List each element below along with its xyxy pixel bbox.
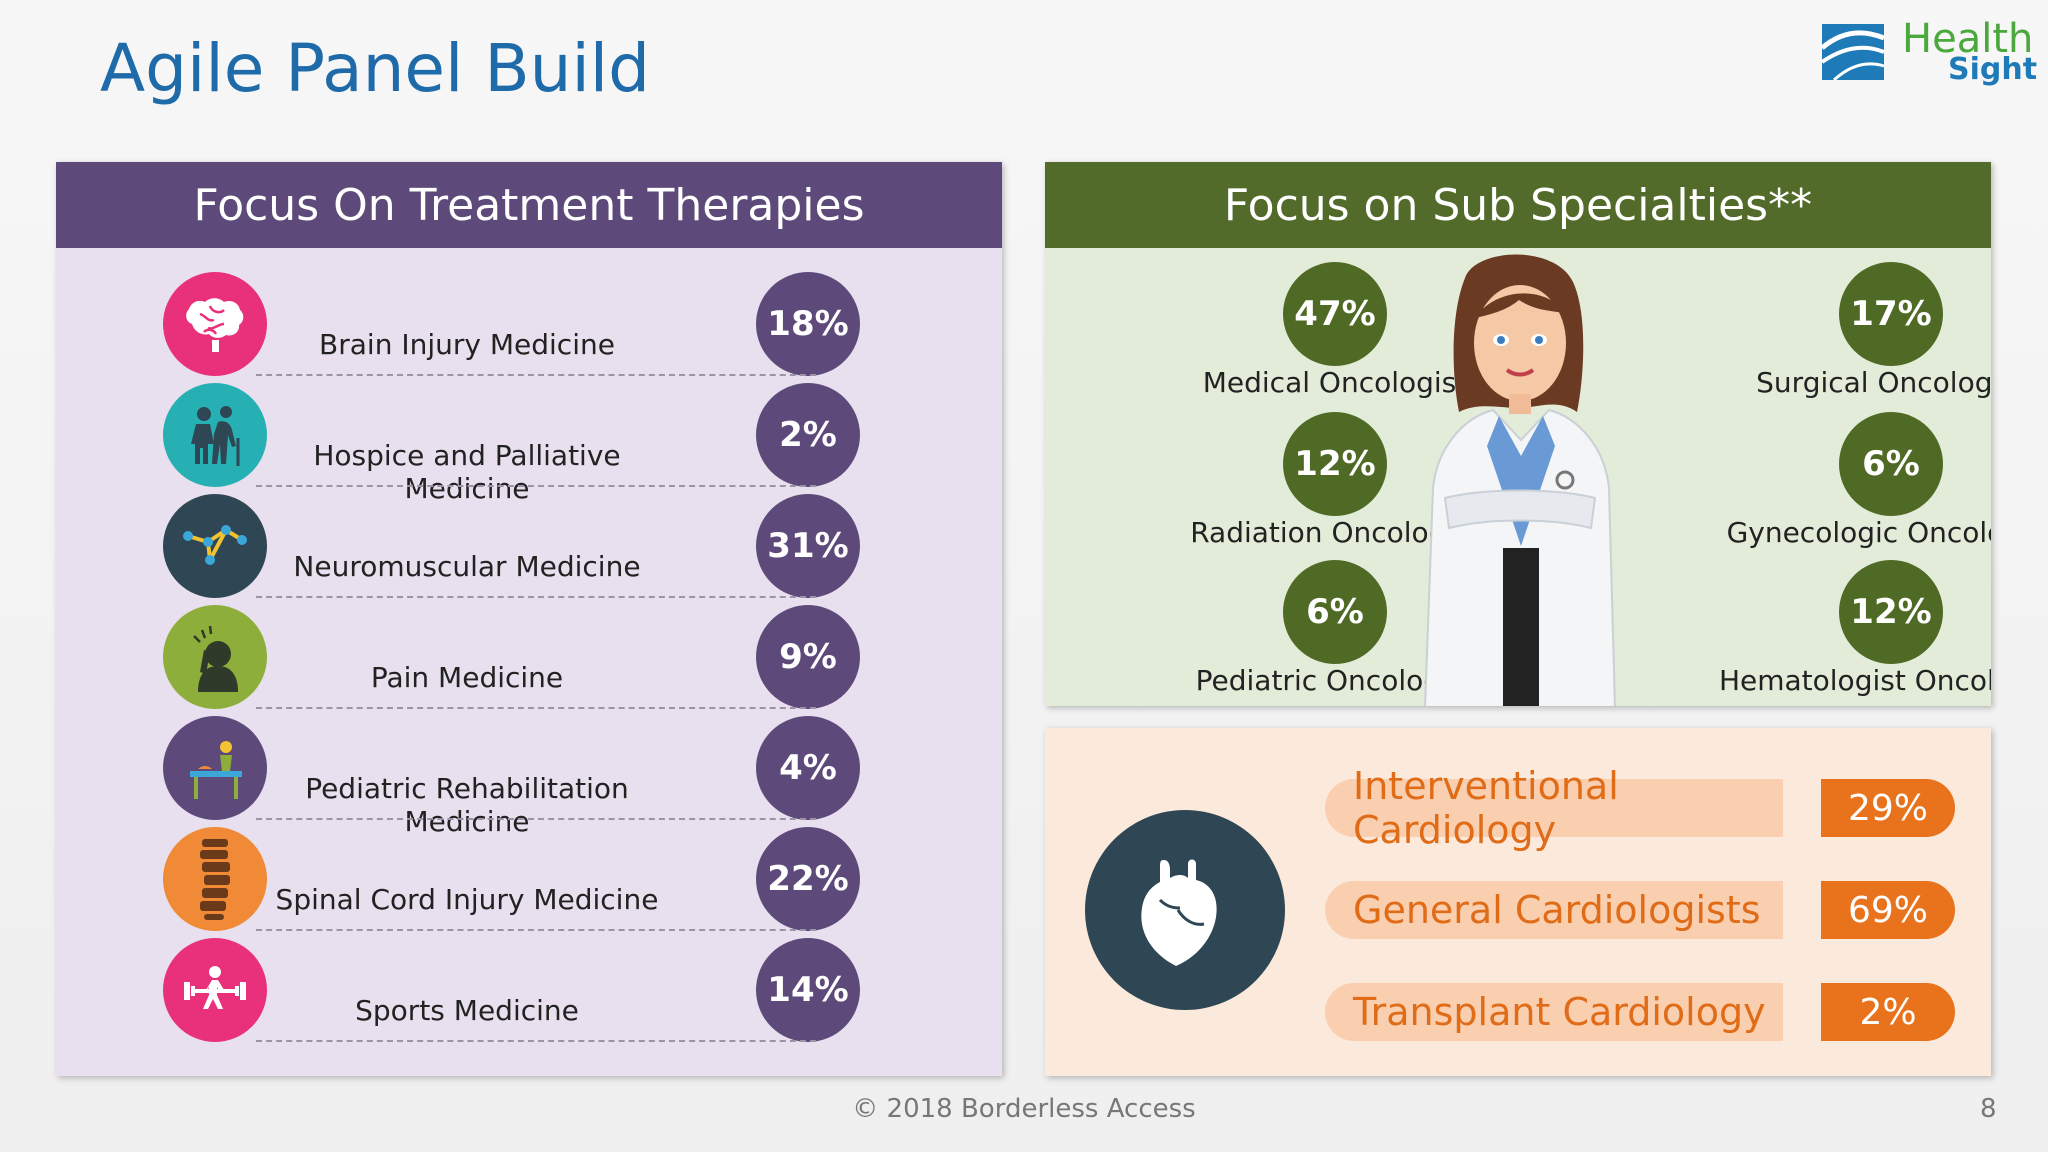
therapy-percent: 14%: [756, 938, 860, 1042]
logo-mark-icon: [1820, 24, 1885, 82]
cardio-percent: 29%: [1821, 779, 1955, 837]
therapy-percent: 18%: [756, 272, 860, 376]
cardiology-panel: Interventional Cardiology 29% General Ca…: [1045, 728, 1991, 1076]
therapy-label: Sports Medicine: [355, 994, 579, 1027]
logo-text-sight: Sight: [1948, 52, 2038, 87]
therapy-percent: 4%: [756, 716, 860, 820]
cardio-label: Transplant Cardiology: [1325, 983, 1783, 1041]
healthsight-logo: Health Sight: [1820, 16, 2037, 90]
logo-text-health: Health: [1902, 16, 2034, 62]
cardio-label: General Cardiologists: [1325, 881, 1783, 939]
specialty-item: 47% Medical Oncologist: [1183, 262, 1483, 412]
therapy-row: Hospice and Palliative Medicine 2%: [56, 383, 1002, 505]
therapy-percent: 9%: [756, 605, 860, 709]
specialty-percent: 47%: [1283, 262, 1387, 366]
therapy-row: Brain Injury Medicine 18%: [56, 272, 1002, 383]
rehab-therapy-icon: [163, 716, 267, 820]
subspecialties-panel: Focus on Sub Specialties** 47% Medical O…: [1045, 162, 1991, 706]
therapy-row: Spinal Cord Injury Medicine 22%: [56, 827, 1002, 938]
specialty-item: 17% Surgical Oncologist: [1739, 262, 1991, 412]
cardio-label: Interventional Cardiology: [1325, 764, 1783, 852]
cardio-percent: 69%: [1821, 881, 1955, 939]
therapy-label: Neuromuscular Medicine: [293, 550, 641, 583]
divider: [256, 929, 816, 931]
therapies-panel: Focus On Treatment Therapies Brain Injur…: [56, 162, 1002, 1076]
specialty-label: Hematologist Oncologist: [1718, 664, 1991, 697]
brain-icon: [163, 272, 267, 376]
therapy-row: Neuromuscular Medicine 31%: [56, 494, 1002, 605]
divider: [256, 707, 816, 709]
specialty-item: 12% Hematologist Oncologist: [1719, 560, 1991, 706]
spine-icon: [163, 827, 267, 931]
divider: [256, 596, 816, 598]
specialty-percent: 12%: [1283, 412, 1387, 516]
therapy-label: Pediatric Rehabilitation Medicine: [305, 772, 629, 838]
therapy-label: Pain Medicine: [370, 661, 564, 694]
divider: [256, 485, 816, 487]
slide-title: Agile Panel Build: [100, 30, 651, 107]
therapy-label: Spinal Cord Injury Medicine: [275, 883, 659, 916]
heart-icon: [1085, 810, 1285, 1010]
weightlifter-icon: [163, 938, 267, 1042]
specialty-label: Gynecologic Oncologist: [1726, 516, 1991, 549]
specialty-label: Medical Oncologist: [1202, 366, 1468, 399]
therapy-label: Hospice and Palliative Medicine: [313, 439, 621, 505]
doctor-illustration: [1424, 254, 1616, 706]
divider: [256, 1040, 816, 1042]
therapies-heading: Focus On Treatment Therapies: [56, 162, 1002, 248]
specialty-percent: 12%: [1839, 560, 1943, 664]
footer-copyright: © 2018 Borderless Access: [852, 1094, 1196, 1124]
headache-person-icon: [163, 605, 267, 709]
cardio-percent: 2%: [1821, 983, 1955, 1041]
specialty-item: 6% Gynecologic Oncologist: [1727, 412, 1991, 562]
page-number: 8: [1980, 1094, 1997, 1124]
specialty-percent: 6%: [1283, 560, 1387, 664]
network-nodes-icon: [163, 494, 267, 598]
subspecialties-heading: Focus on Sub Specialties**: [1045, 162, 1991, 248]
therapy-percent: 31%: [756, 494, 860, 598]
specialty-percent: 17%: [1839, 262, 1943, 366]
therapy-label: Brain Injury Medicine: [319, 328, 615, 361]
specialty-percent: 6%: [1839, 412, 1943, 516]
therapy-row: Pain Medicine 9%: [56, 605, 1002, 716]
specialty-label: Surgical Oncologist: [1756, 366, 1991, 399]
therapy-percent: 2%: [756, 383, 860, 487]
elderly-couple-icon: [163, 383, 267, 487]
divider: [256, 818, 816, 820]
therapy-row: Pediatric Rehabilitation Medicine 4%: [56, 716, 1002, 838]
therapy-percent: 22%: [756, 827, 860, 931]
therapy-row: Sports Medicine 14%: [56, 938, 1002, 1049]
divider: [256, 374, 816, 376]
